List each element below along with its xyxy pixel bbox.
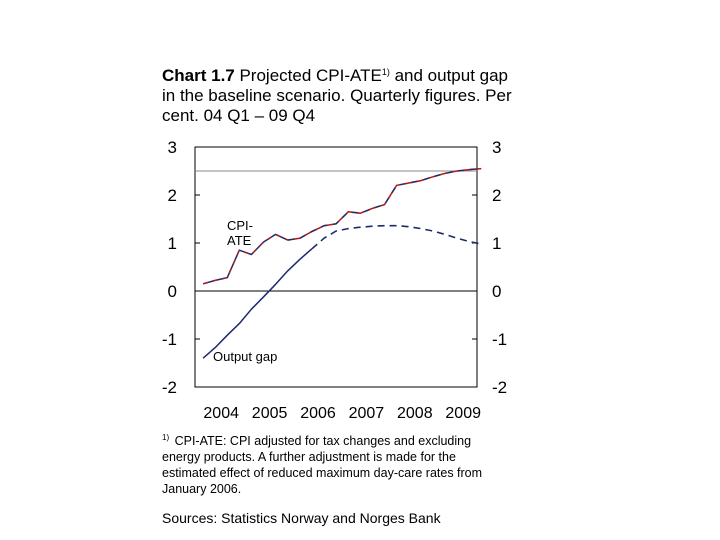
- cpi-projection-overlay: [287, 167, 482, 241]
- gap-projection-line: [311, 224, 482, 250]
- y-tick-label-right: -1: [492, 330, 507, 349]
- chart-title: Chart 1.7 Projected CPI-ATE1) and output…: [162, 66, 512, 126]
- footnote-marker: 1): [162, 433, 170, 442]
- annotation-label: Output gap: [213, 349, 277, 364]
- y-tick-label-left: 1: [168, 234, 177, 253]
- sources: Sources: Statistics Norway and Norges Ba…: [162, 510, 441, 526]
- y-tick-label-left: 0: [168, 282, 177, 301]
- x-tick-label: 2005: [252, 405, 288, 422]
- x-tick-label: 2009: [445, 405, 481, 422]
- cpi-series-overlay: [202, 233, 289, 285]
- x-tick-label: 2008: [397, 405, 433, 422]
- annotation-label: ATE: [227, 233, 252, 248]
- y-tick-label-right: -2: [492, 378, 507, 397]
- footnote-text: CPI-ATE: CPI adjusted for tax changes an…: [162, 434, 483, 496]
- plot-frame: [194, 146, 478, 388]
- y-tick-label-left: 3: [168, 138, 177, 157]
- x-tick-label: 2004: [203, 405, 239, 422]
- y-tick-label-left: -1: [162, 330, 177, 349]
- y-tick-label-right: 0: [492, 282, 501, 301]
- x-tick-label: 2007: [349, 405, 385, 422]
- chart-number: Chart 1.7: [162, 66, 235, 85]
- cpi-projection-line: [287, 167, 482, 241]
- y-tick-label-left: -2: [162, 378, 177, 397]
- title-part-1: Projected CPI-ATE: [234, 66, 382, 85]
- y-tick-label-right: 3: [492, 138, 501, 157]
- gap-series-line: [202, 248, 313, 359]
- title-part-2: and output gap in the baseline scenario.…: [162, 66, 512, 125]
- annotation-label: CPI-: [227, 218, 253, 233]
- y-tick-label-left: 2: [168, 186, 177, 205]
- title-footnote-marker: 1): [381, 67, 390, 77]
- x-tick-label: 2006: [300, 405, 336, 422]
- footnote: 1) CPI-ATE: CPI adjusted for tax changes…: [162, 433, 492, 497]
- y-tick-label-right: 1: [492, 234, 501, 253]
- y-tick-label-right: 2: [492, 186, 501, 205]
